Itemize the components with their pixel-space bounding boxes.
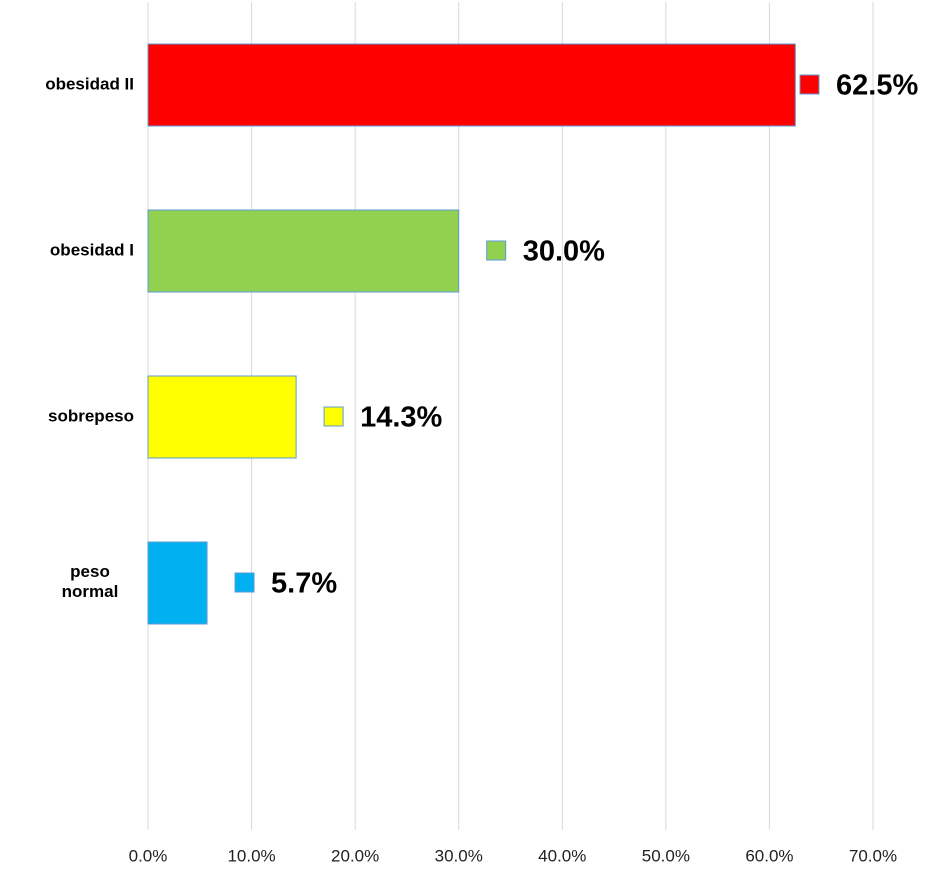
value-label: 30.0% bbox=[523, 236, 605, 268]
value-label: 62.5% bbox=[836, 70, 918, 102]
x-tick-label: 10.0% bbox=[227, 846, 275, 865]
x-tick-label: 50.0% bbox=[642, 846, 690, 865]
x-tick-label: 30.0% bbox=[435, 846, 483, 865]
x-tick-label: 40.0% bbox=[538, 846, 586, 865]
value-label-key bbox=[486, 240, 507, 261]
x-tick-label: 70.0% bbox=[849, 846, 897, 865]
category-label: obesidad II bbox=[45, 74, 134, 93]
bar bbox=[147, 43, 796, 127]
x-tick-label: 0.0% bbox=[129, 846, 168, 865]
category-label-line: peso bbox=[70, 562, 110, 581]
value-label: 5.7% bbox=[271, 568, 337, 600]
category-label-line: normal bbox=[62, 582, 119, 601]
x-tick-label: 60.0% bbox=[745, 846, 793, 865]
value-label: 14.3% bbox=[360, 402, 442, 434]
category-label: peso normal bbox=[62, 562, 119, 601]
category-label: obesidad I bbox=[50, 240, 134, 259]
value-label-key bbox=[234, 572, 255, 593]
category-label: sobrepeso bbox=[48, 406, 134, 425]
bar bbox=[147, 375, 297, 459]
x-tick-label: 20.0% bbox=[331, 846, 379, 865]
value-label-key bbox=[799, 74, 820, 95]
value-label-key bbox=[323, 406, 344, 427]
bar bbox=[147, 209, 460, 293]
bar bbox=[147, 541, 208, 625]
